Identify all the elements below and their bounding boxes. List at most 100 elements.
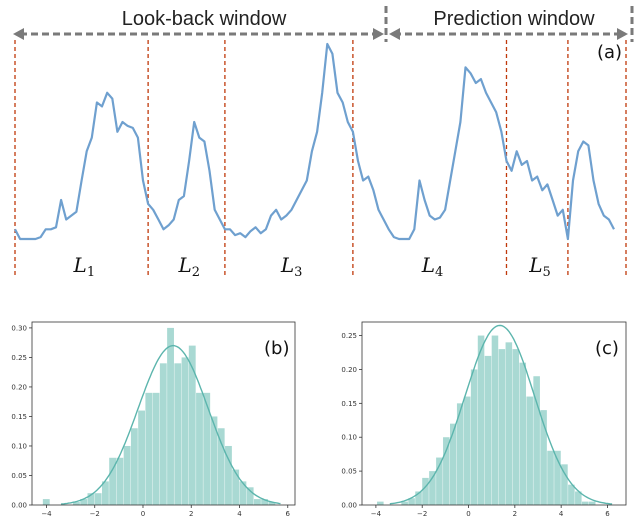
histogram-c: −4 −2 0 2 4 6 0.00 0.05 0.10 0.15 0.20 0.25 (c) <box>341 321 627 518</box>
histogram-bar <box>568 484 575 505</box>
histogram-bar <box>484 355 492 505</box>
x-tick-label: 6 <box>286 510 291 518</box>
y-tick-label: 0.30 <box>11 324 27 332</box>
histogram-bar <box>547 450 554 505</box>
histogram-c-density-curve <box>389 324 613 505</box>
histogram-bar <box>181 357 189 505</box>
histogram-c-axes: −4 −2 0 2 4 6 0.00 0.05 0.10 0.15 0.20 0.25 <box>341 321 627 518</box>
histogram-bar <box>554 450 561 505</box>
histogram-bar <box>225 445 232 505</box>
histogram-bar <box>80 499 88 505</box>
histogram-bar <box>415 491 422 505</box>
histogram-bar <box>491 335 499 505</box>
y-tick-label: 0.15 <box>11 413 27 421</box>
panel-label-b: (b) <box>264 338 289 359</box>
histogram-bar <box>174 363 182 505</box>
x-tick-label: −2 <box>90 510 100 518</box>
histogram-bar <box>505 342 513 505</box>
segment-label: L1 <box>73 253 96 280</box>
time-series-panel: L1 L2 L3 L4 L5 <box>14 40 627 280</box>
histogram-bar <box>588 501 596 505</box>
histogram-bar <box>239 481 247 505</box>
histogram-bar <box>145 392 153 505</box>
x-tick-label: 0 <box>466 510 470 518</box>
histogram-bar <box>429 471 436 505</box>
histogram-bar <box>261 499 269 505</box>
histogram-bar <box>94 493 102 505</box>
x-tick-label: 4 <box>237 510 242 518</box>
histogram-bar <box>159 363 167 505</box>
segment-label: L2 <box>178 253 201 280</box>
segment-labels: L1 L2 L3 L4 L5 <box>73 253 551 280</box>
histogram-bar <box>203 392 211 505</box>
lookback-arrow-right-head <box>373 28 384 40</box>
y-tick-label: 0.10 <box>341 434 357 442</box>
histogram-b-axes: −4 −2 0 2 4 6 0.00 0.05 0.10 0.15 0.20 0.25 0.30 <box>11 321 296 518</box>
prediction-window-label: Prediction window <box>433 8 595 30</box>
window-arrows <box>13 6 634 42</box>
histogram-bar <box>210 416 218 505</box>
prediction-label-bg <box>416 6 612 30</box>
histogram-bar <box>422 477 429 505</box>
histogram-bar <box>196 392 203 505</box>
histogram-bar <box>217 428 225 505</box>
histogram-bar <box>463 396 471 505</box>
histogram-bar <box>253 499 261 505</box>
histogram-bar <box>470 369 478 505</box>
histogram-bar <box>498 349 506 505</box>
y-tick-label: 0.25 <box>341 332 357 340</box>
histogram-bar <box>540 410 547 505</box>
y-tick-label: 0.25 <box>11 354 27 362</box>
lookback-arrow-left-head <box>13 28 24 40</box>
x-tick-label: 6 <box>605 510 610 518</box>
x-tick-label: 4 <box>559 510 564 518</box>
x-tick-label: −2 <box>417 510 427 518</box>
histogram-bar <box>42 499 50 505</box>
x-tick-label: 2 <box>513 510 517 518</box>
histogram-bar <box>109 457 117 505</box>
histogram-bar <box>130 428 138 505</box>
histogram-b: −4 −2 0 2 4 6 0.00 0.05 0.10 0.15 0.20 0.25 0.30 (b) <box>11 321 296 518</box>
plot-frame <box>361 321 627 506</box>
panel-label-c: (c) <box>595 338 619 359</box>
histogram-bar <box>443 437 450 505</box>
histogram-c-bars <box>377 335 596 505</box>
histogram-bar <box>377 501 384 505</box>
histogram-bar <box>401 501 408 505</box>
histogram-bar <box>152 392 160 505</box>
histogram-bar <box>232 469 240 505</box>
histogram-bar <box>582 501 589 505</box>
panel-label-a: (a) <box>597 42 622 63</box>
y-tick-label: 0.05 <box>11 472 27 480</box>
x-tick-label: 0 <box>141 510 145 518</box>
segment-label: L4 <box>421 253 444 280</box>
histogram-bar <box>512 349 520 505</box>
lookback-label-bg <box>106 6 302 30</box>
histogram-bar <box>138 410 146 505</box>
x-tick-label: 2 <box>189 510 193 518</box>
y-tick-label: 0.00 <box>11 502 27 510</box>
histogram-bar <box>561 464 568 505</box>
histogram-bar <box>73 502 80 505</box>
histogram-bar <box>575 491 582 505</box>
histogram-bar <box>188 345 196 505</box>
histogram-bar <box>246 487 254 505</box>
lookback-window-label: Look-back window <box>122 8 287 30</box>
segment-label: L5 <box>528 253 551 280</box>
histogram-bar <box>116 457 124 505</box>
prediction-arrow-left-head <box>389 28 400 40</box>
histogram-bar <box>526 396 533 505</box>
histogram-bar <box>167 327 174 505</box>
histogram-bar <box>436 457 443 505</box>
histogram-bar <box>268 502 276 505</box>
y-tick-label: 0.10 <box>11 442 27 450</box>
histogram-b-bars <box>42 327 276 505</box>
histogram-bar <box>519 362 527 505</box>
prediction-arrow-right-head <box>617 28 628 40</box>
histogram-bar <box>101 481 109 505</box>
x-tick-label: −4 <box>371 510 382 518</box>
histogram-bar <box>533 376 540 505</box>
time-series-line <box>14 42 615 241</box>
y-tick-label: 0.00 <box>341 502 357 510</box>
